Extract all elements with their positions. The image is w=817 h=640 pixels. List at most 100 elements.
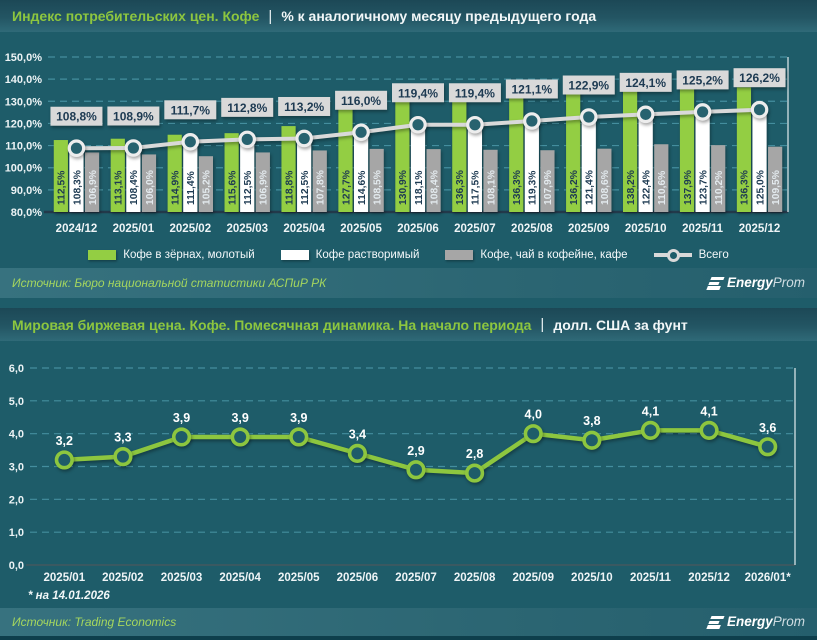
- point-value-label: 3,6: [759, 421, 776, 435]
- total-line-marker: [693, 103, 712, 121]
- legend-line-marker-icon: [653, 249, 692, 262]
- total-line-marker: [295, 129, 313, 148]
- bar-value-label: 127,7%: [341, 170, 352, 205]
- bar-value-label: 106,9%: [259, 170, 270, 205]
- total-line-marker: [579, 108, 598, 126]
- price-line-marker: [640, 420, 661, 440]
- bar-value-label: 112,5%: [300, 171, 311, 205]
- point-value-label: 2,9: [407, 444, 424, 458]
- price-line-marker: [758, 437, 778, 457]
- y-tick-label: 100,0%: [5, 163, 43, 175]
- bar: [581, 120, 596, 212]
- x-tick-label: 2025/05: [278, 572, 320, 584]
- x-tick-label: 2025/09: [512, 572, 554, 584]
- energyprom-logo-icon: [706, 276, 725, 290]
- total-label-box: [733, 68, 786, 88]
- x-tick-label: 2025/01: [44, 572, 86, 584]
- price-chart-subtitle: долл. США за фунт: [553, 316, 688, 333]
- total-label-box: [50, 106, 103, 126]
- total-line-marker: [67, 139, 86, 158]
- y-tick-label: 130,0%: [5, 96, 43, 108]
- x-tick-label: 2025/02: [170, 223, 212, 235]
- header-separator: |: [268, 7, 273, 25]
- total-label: 121,1%: [511, 82, 552, 96]
- logo-text-energy: Energy: [726, 614, 773, 629]
- bar: [53, 140, 68, 212]
- point-value-label: 3,8: [583, 414, 600, 428]
- bar: [240, 140, 255, 212]
- energyprom-logo: EnergyProm: [706, 274, 805, 292]
- x-tick-label: 2025/03: [226, 223, 268, 235]
- bar: [141, 154, 157, 212]
- bar-value-label: 123,7%: [698, 170, 709, 205]
- x-tick-label: 2025/11: [682, 223, 724, 235]
- price-line-marker: [230, 427, 250, 447]
- total-label-box: [562, 75, 615, 95]
- total-label-box: [107, 106, 160, 126]
- legend-label: Кофе растворимый: [315, 249, 420, 261]
- bar-value-label: 115,6%: [227, 171, 238, 205]
- total-line-marker: [636, 105, 655, 124]
- x-tick-label: 2025/06: [337, 572, 379, 584]
- price-line-marker: [171, 427, 192, 447]
- y-tick-label: 140,0%: [5, 74, 43, 86]
- bottom-strip: [0, 636, 817, 640]
- bar-value-label: 114,6%: [357, 171, 368, 205]
- x-tick-label: 2025/04: [219, 572, 261, 584]
- total-label-box: [392, 83, 444, 103]
- bar: [736, 87, 752, 212]
- bar: [752, 112, 767, 212]
- legend-label: Всего: [698, 249, 729, 261]
- y-tick-label: 6,0: [9, 363, 24, 375]
- bar: [297, 140, 312, 212]
- total-line-marker: [409, 115, 427, 134]
- bar: [183, 142, 198, 212]
- bar-value-label: 108,5%: [372, 170, 383, 205]
- total-label-box: [335, 90, 388, 110]
- total-line-marker: [750, 100, 769, 119]
- total-line-marker: [124, 139, 143, 157]
- bar-value-label: 121,4%: [585, 170, 596, 205]
- point-value-label: 3,3: [114, 431, 131, 445]
- point-value-label: 2,8: [466, 447, 483, 461]
- bar-value-label: 105,2%: [202, 170, 213, 205]
- x-tick-label: 2025/10: [625, 223, 667, 235]
- x-tick-label: 2025/08: [454, 572, 496, 584]
- x-tick-label: 2024/12: [56, 223, 98, 235]
- logo-text-prom: Prom: [772, 275, 805, 290]
- x-tick-label: 2025/05: [340, 223, 382, 235]
- bar: [312, 150, 327, 212]
- total-label-box: [448, 83, 501, 103]
- logo-text-prom: Prom: [772, 614, 805, 629]
- header-separator: |: [540, 316, 545, 333]
- price-line-marker: [582, 430, 602, 450]
- bar-value-label: 137,9%: [683, 170, 694, 205]
- bar: [452, 87, 467, 212]
- price-line-marker: [347, 443, 367, 463]
- total-label: 119,4%: [455, 86, 495, 100]
- total-label: 108,9%: [113, 110, 154, 124]
- total-label-box: [278, 96, 331, 116]
- bar-value-label: 111,4%: [186, 171, 197, 205]
- bar: [369, 148, 384, 212]
- price-line-marker: [113, 447, 133, 467]
- x-tick-label: 2025/04: [283, 223, 325, 235]
- bar-value-label: 112,5%: [243, 171, 254, 205]
- bar: [509, 87, 524, 212]
- price-line-marker: [406, 460, 426, 480]
- bar-value-label: 122,4%: [641, 170, 652, 205]
- bar-series-1: 108,3% 108,4% 111,4% 112,5% 112,5% 114,6% 118,…: [69, 112, 767, 212]
- total-line-marker: [523, 112, 541, 130]
- bar: [410, 127, 426, 212]
- x-tick-label: 2025/09: [568, 223, 610, 235]
- y-tick-label: 90,0%: [11, 185, 42, 197]
- price-line-marker: [289, 427, 309, 447]
- y-tick-label: 80,0%: [11, 207, 42, 219]
- total-label-box: [505, 79, 558, 99]
- x-tick-label: 2025/10: [571, 572, 613, 584]
- logo-text-energy: Energy: [726, 275, 773, 290]
- x-tick-label: 2025/08: [511, 223, 553, 235]
- point-value-label: 4,1: [700, 404, 717, 418]
- price-line-marker: [699, 420, 719, 440]
- bar-value-label: 117,5%: [471, 171, 482, 205]
